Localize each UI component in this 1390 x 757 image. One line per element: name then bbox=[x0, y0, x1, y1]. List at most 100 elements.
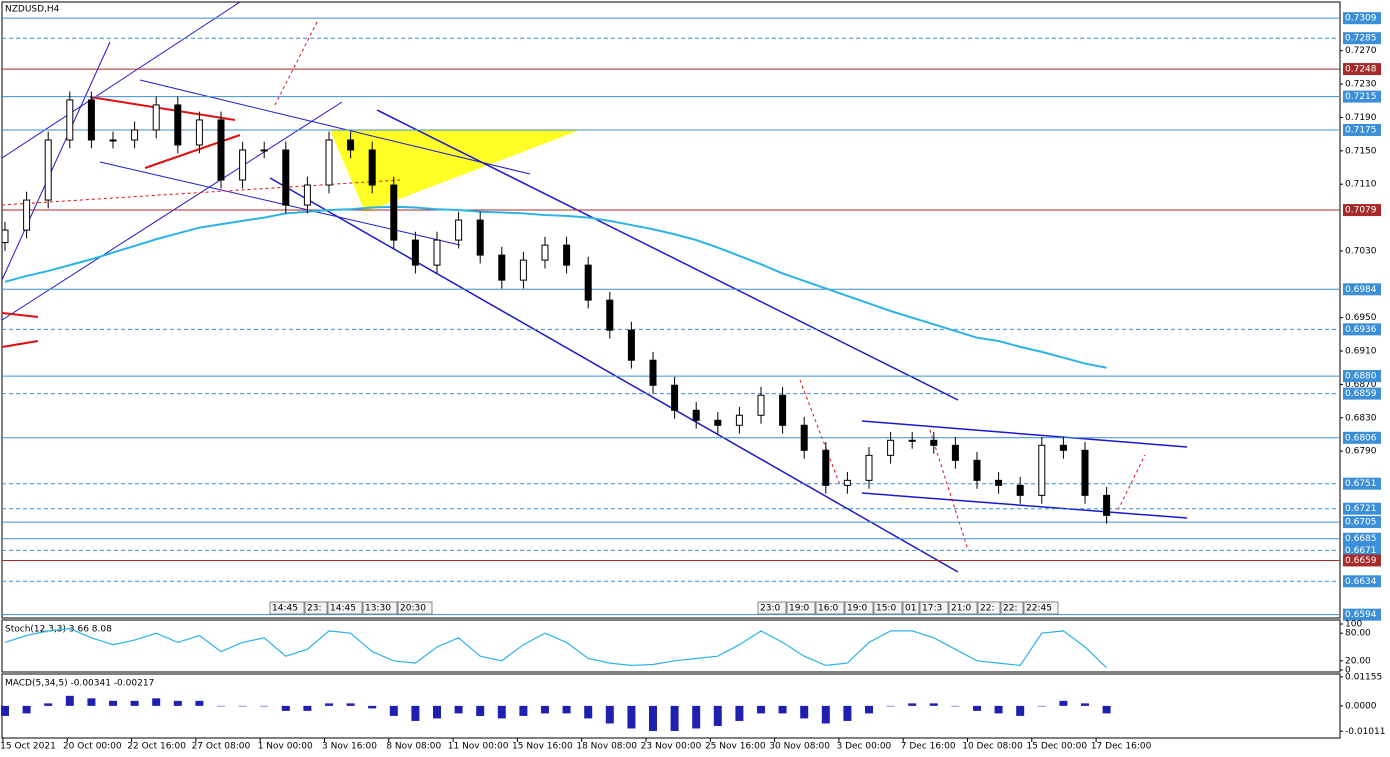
y-tick-label: 0.7190 bbox=[1345, 113, 1377, 123]
macd-bar bbox=[713, 705, 722, 726]
macd-bar bbox=[152, 698, 161, 706]
candle-body bbox=[282, 149, 290, 206]
time-box bbox=[902, 601, 920, 615]
y-tick-label: 0.6870 bbox=[1345, 380, 1377, 390]
candle-body bbox=[1081, 449, 1089, 496]
level-label-bg bbox=[1343, 283, 1381, 296]
time-box bbox=[1023, 601, 1059, 615]
time-box-label: 23: bbox=[307, 604, 321, 614]
level-label-bg bbox=[1343, 63, 1381, 76]
time-box bbox=[269, 601, 305, 615]
y-tick-label: 0.6910 bbox=[1345, 347, 1377, 357]
x-tick-label: 15 Oct 2021 bbox=[0, 742, 56, 752]
time-box bbox=[304, 601, 328, 615]
candle-body bbox=[627, 329, 635, 361]
level-label-bg bbox=[1343, 575, 1381, 588]
level-label: 0.6634 bbox=[1345, 577, 1377, 587]
time-box-label: 19:0 bbox=[789, 604, 809, 614]
candle-body bbox=[735, 414, 743, 426]
macd-bar bbox=[800, 705, 809, 719]
macd-bar bbox=[649, 705, 657, 731]
candle-body bbox=[843, 479, 851, 486]
level-label: 0.6880 bbox=[1345, 372, 1377, 382]
macd-bar bbox=[562, 705, 571, 714]
projection bbox=[929, 429, 969, 551]
level-label-bg bbox=[1343, 323, 1381, 336]
level-label-bg bbox=[1343, 370, 1381, 383]
level-label-bg bbox=[1343, 502, 1381, 515]
level-label: 0.7248 bbox=[1345, 65, 1377, 75]
x-tick-label: 17 Dec 16:00 bbox=[1091, 742, 1152, 752]
candle-body bbox=[368, 149, 376, 186]
macd-bar bbox=[389, 705, 398, 716]
x-tick-label: 8 Nov 08:00 bbox=[386, 742, 441, 752]
y-tick-label: 0.7230 bbox=[1345, 80, 1377, 90]
macd-bar bbox=[195, 700, 204, 706]
x-tick-label: 1 Nov 00:00 bbox=[258, 742, 313, 752]
macd-bar bbox=[65, 695, 74, 706]
macd-bar bbox=[843, 705, 852, 721]
level-label: 0.6751 bbox=[1345, 479, 1377, 489]
macd-bar bbox=[281, 705, 290, 711]
candle-body bbox=[1038, 444, 1046, 496]
x-tick-label: 3 Dec 00:00 bbox=[836, 742, 891, 752]
macd-bar bbox=[865, 705, 873, 714]
level-label: 0.6984 bbox=[1345, 285, 1377, 295]
x-tick-label: 27 Oct 08:00 bbox=[192, 742, 251, 752]
level-label-bg bbox=[1343, 32, 1381, 45]
macd-bar bbox=[497, 705, 506, 719]
level-label: 0.6936 bbox=[1345, 325, 1377, 335]
candle-body bbox=[951, 444, 959, 461]
stoch-frame bbox=[1, 619, 1341, 673]
macd-bar bbox=[757, 705, 765, 714]
projection bbox=[1, 179, 401, 206]
macd-bar bbox=[929, 703, 938, 706]
time-box-label: 22: bbox=[1003, 604, 1017, 614]
trend-line bbox=[861, 492, 1188, 519]
macd-bar bbox=[1037, 705, 1046, 707]
level-label-bg bbox=[1343, 516, 1381, 529]
level-label: 0.6806 bbox=[1345, 433, 1377, 443]
candle-body bbox=[66, 99, 74, 141]
candle-body bbox=[995, 479, 1003, 486]
candle-body bbox=[887, 439, 895, 456]
macd-bar bbox=[454, 705, 463, 714]
macd-bar bbox=[238, 705, 247, 707]
projection bbox=[274, 19, 319, 106]
candle-body bbox=[217, 119, 225, 181]
candle-body bbox=[1016, 484, 1024, 496]
macd-bar bbox=[519, 705, 528, 716]
trend-line bbox=[89, 96, 236, 121]
candle-body bbox=[519, 259, 527, 281]
candle-body bbox=[131, 129, 139, 141]
macd-bar bbox=[951, 705, 960, 707]
time-box bbox=[362, 601, 398, 615]
indicator-tick-label: -0.01011 bbox=[1345, 727, 1385, 737]
candle-body bbox=[1103, 494, 1111, 516]
macd-bar bbox=[670, 705, 679, 731]
macd-bar bbox=[994, 705, 1003, 714]
macd-label: MACD(5,34,5) -0.00341 -0.00217 bbox=[5, 679, 154, 689]
candle-body bbox=[239, 149, 247, 181]
time-box-label: 23:0 bbox=[760, 604, 780, 614]
wedge-lines bbox=[1, 1, 531, 321]
candle-body bbox=[671, 384, 679, 411]
macd-bar bbox=[735, 705, 744, 721]
macd-bar bbox=[44, 703, 53, 706]
level-label-bg bbox=[1343, 123, 1381, 136]
candle-body bbox=[23, 199, 31, 231]
macd-bar bbox=[346, 703, 355, 706]
candle-body bbox=[1, 229, 9, 244]
time-box bbox=[977, 601, 1001, 615]
time-box-label: 17:3 bbox=[922, 604, 942, 614]
x-tick-label: 18 Nov 08:00 bbox=[576, 742, 637, 752]
channel-lines bbox=[269, 109, 1188, 573]
y-tick-label: 0.7150 bbox=[1345, 146, 1377, 156]
x-tick-label: 22 Oct 16:00 bbox=[127, 742, 186, 752]
macd-bar bbox=[973, 705, 981, 711]
level-label: 0.6671 bbox=[1345, 546, 1377, 556]
candle-body bbox=[325, 139, 333, 186]
level-label: 0.6659 bbox=[1345, 556, 1377, 566]
macd-bar bbox=[87, 698, 96, 706]
